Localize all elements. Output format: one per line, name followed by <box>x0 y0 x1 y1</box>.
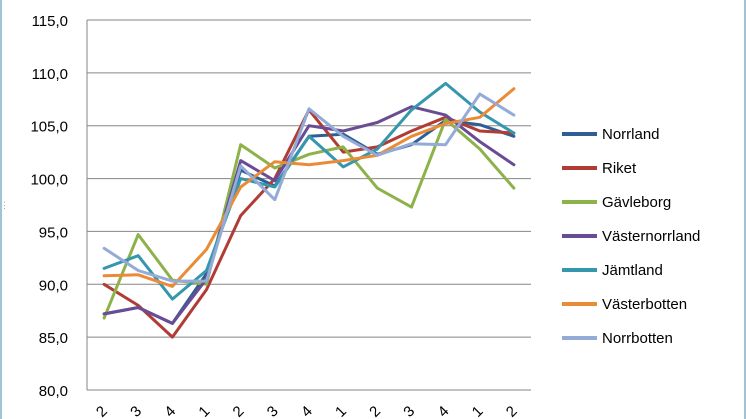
x-tick-label: 2 <box>366 403 384 419</box>
series-line <box>102 105 516 325</box>
y-tick-label: 85,0 <box>39 330 68 347</box>
series-line <box>102 118 516 325</box>
y-tick-label: 110,0 <box>32 66 68 83</box>
gridlines <box>87 19 531 391</box>
x-tick-label: 3 <box>264 403 282 419</box>
x-tick-label: 1 <box>469 403 487 419</box>
resize-handle-right[interactable]: ⋮ <box>742 200 746 212</box>
series-line <box>102 87 516 288</box>
x-tick-label: 4 <box>161 403 179 419</box>
y-tick-label: 80,0 <box>39 383 68 400</box>
legend-label: Norrland <box>602 126 660 143</box>
y-axis: 80,0 85,0 90,0 95,0 100,0 105,0 110,0 115,0 <box>30 13 88 400</box>
series-lines <box>102 81 516 339</box>
series-line <box>102 81 516 301</box>
x-tick-label: 3 <box>400 403 418 419</box>
legend-label: Västernorrland <box>602 228 700 245</box>
series-line <box>102 92 516 283</box>
legend-label: Riket <box>602 160 637 177</box>
x-tick-label: 1 <box>195 403 213 419</box>
y-tick-label: 90,0 <box>39 277 68 294</box>
y-tick-label: 115,0 <box>32 13 68 30</box>
y-tick-label: 100,0 <box>30 172 68 189</box>
y-tick-label: 95,0 <box>39 224 68 241</box>
legend-label: Gävleborg <box>602 194 671 211</box>
x-tick-label: 2 <box>93 403 111 419</box>
x-tick-label: 4 <box>435 403 453 419</box>
x-tick-label: 2 <box>230 403 248 419</box>
x-tick-label: 2 <box>503 403 521 419</box>
x-tick-label: 1 <box>332 403 350 419</box>
x-tick-label: 3 <box>127 403 145 419</box>
x-tick-label: 4 <box>298 403 316 419</box>
legend: Norrland Riket Gävleborg Västernorrland Jämt… <box>562 126 700 347</box>
legend-label: Norrbotten <box>602 330 673 347</box>
legend-label: Jämtland <box>602 262 663 279</box>
series-line <box>102 108 516 339</box>
legend-label: Västerbotten <box>602 296 687 313</box>
y-tick-label: 105,0 <box>30 119 68 136</box>
